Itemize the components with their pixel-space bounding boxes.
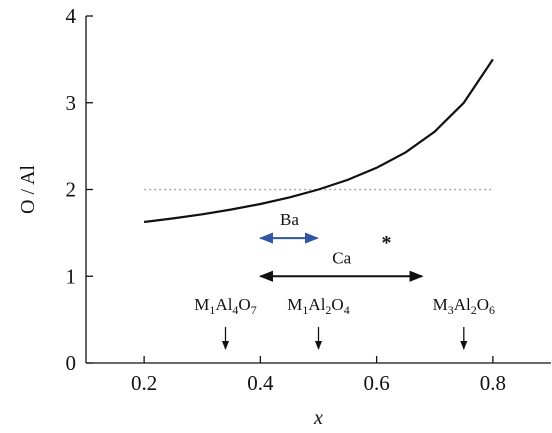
composition-label: M3Al2O6 xyxy=(433,295,495,317)
element: Al xyxy=(308,295,325,314)
y-tick-label: 0 xyxy=(66,351,77,375)
subscript: 2 xyxy=(471,303,477,317)
x-tick-label: 0.8 xyxy=(480,371,506,395)
range-label: Ba xyxy=(280,210,299,229)
y-axis-label: O / Al xyxy=(17,165,39,214)
range-label: Ca xyxy=(332,248,351,267)
element: Al xyxy=(454,295,471,314)
y-tick-label: 2 xyxy=(66,178,77,202)
element: O xyxy=(477,295,489,314)
subscript: 2 xyxy=(325,303,331,317)
subscript: 4 xyxy=(232,303,238,317)
y-tick-label: 1 xyxy=(66,264,77,288)
subscript: 6 xyxy=(489,303,495,317)
subscript: 3 xyxy=(448,303,454,317)
composition-label: M1Al2O4 xyxy=(287,295,349,317)
element: O xyxy=(238,295,250,314)
subscript: 1 xyxy=(302,303,308,317)
element: Al xyxy=(215,295,232,314)
x-axis-label: x xyxy=(313,407,323,429)
subscript: 7 xyxy=(251,303,257,317)
composition-label: M1Al4O7 xyxy=(194,295,256,317)
line-series xyxy=(143,58,494,224)
star-marker: * xyxy=(382,232,392,254)
y-tick-label: 4 xyxy=(66,4,77,28)
subscript: 1 xyxy=(209,303,215,317)
element: M xyxy=(287,295,302,314)
subscript: 4 xyxy=(344,303,350,317)
element: O xyxy=(331,295,343,314)
x-tick-label: 0.6 xyxy=(364,371,390,395)
element: M xyxy=(433,295,448,314)
y-tick-label: 3 xyxy=(66,91,77,115)
x-tick-label: 0.4 xyxy=(247,371,274,395)
element: M xyxy=(194,295,209,314)
x-tick-label: 0.2 xyxy=(131,371,157,395)
